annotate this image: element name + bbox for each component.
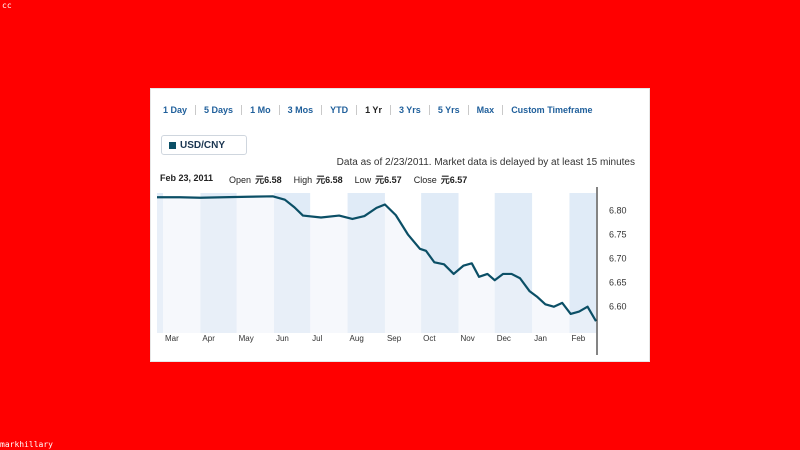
x-tick-label: Jan xyxy=(534,334,547,343)
range-separator xyxy=(278,105,280,115)
cc-label: cc xyxy=(2,1,12,10)
range-3-mos[interactable]: 3 Mos xyxy=(287,105,314,115)
x-tick-label: Apr xyxy=(202,334,215,343)
data-delay-note: Data as of 2/23/2011. Market data is del… xyxy=(336,157,635,168)
symbol-legend[interactable]: USD/CNY xyxy=(161,135,247,155)
range-1-day[interactable]: 1 Day xyxy=(163,105,188,115)
open-value: 元6.58 xyxy=(255,175,282,185)
x-tick-label: Jun xyxy=(276,334,289,343)
range-5-days[interactable]: 5 Days xyxy=(204,105,234,115)
quote-row: Feb 23, 2011 Open 元6.58 High 元6.58 Low 元6.5… xyxy=(160,173,479,186)
x-tick-label: Oct xyxy=(423,334,436,343)
range-5-yrs[interactable]: 5 Yrs xyxy=(437,105,460,115)
quote-open: Open 元6.58 xyxy=(229,173,282,186)
y-tick-label: 6.75 xyxy=(609,229,627,239)
x-tick-label: Dec xyxy=(497,334,511,343)
range-custom-timeframe[interactable]: Custom Timeframe xyxy=(511,105,593,115)
range-1-yr[interactable]: 1 Yr xyxy=(365,105,382,115)
low-value: 元6.57 xyxy=(375,175,402,185)
price-area xyxy=(157,196,596,333)
y-tick-label: 6.80 xyxy=(609,205,627,215)
range-separator xyxy=(195,105,197,115)
low-label: Low xyxy=(354,175,372,185)
range-separator xyxy=(321,105,323,115)
range-max[interactable]: Max xyxy=(476,105,495,115)
x-tick-label: Mar xyxy=(165,334,179,343)
x-tick-label: Sep xyxy=(387,334,402,343)
close-value: 元6.57 xyxy=(440,175,468,185)
x-tick-label: Jul xyxy=(312,334,322,343)
range-ytd[interactable]: YTD xyxy=(330,105,349,115)
y-tick-label: 6.60 xyxy=(609,302,627,312)
range-1-mo[interactable]: 1 Mo xyxy=(250,105,271,115)
quote-close: Close 元6.57 xyxy=(414,173,468,186)
close-label: Close xyxy=(413,175,437,185)
timeframe-toolbar: 1 Day 5 Days 1 Mo 3 Mos YTD 1 Yr 3 Yrs 5 Yrs Max… xyxy=(159,103,601,117)
range-separator xyxy=(467,105,469,115)
symbol-label: USD/CNY xyxy=(180,139,226,151)
range-separator xyxy=(428,105,430,115)
series-swatch xyxy=(169,141,176,149)
price-line xyxy=(157,195,597,322)
high-label: High xyxy=(293,175,313,185)
range-separator xyxy=(502,105,504,115)
open-label: Open xyxy=(229,175,252,185)
x-tick-label: May xyxy=(239,334,254,343)
range-3-yrs[interactable]: 3 Yrs xyxy=(398,105,421,115)
y-tick-label: 6.70 xyxy=(609,254,627,264)
quote-date: Feb 23, 2011 xyxy=(160,173,214,183)
chart-panel: 1 Day 5 Days 1 Mo 3 Mos YTD 1 Yr 3 Yrs 5 Yrs Max… xyxy=(150,88,650,362)
range-separator xyxy=(241,105,243,115)
price-chart: 6.80 6.75 6.70 6.65 6.60 Mar Apr May Jun Jul Aug Se… xyxy=(157,187,627,355)
range-separator xyxy=(356,105,358,115)
quote-low: Low 元6.57 xyxy=(355,173,402,186)
high-value: 元6.58 xyxy=(316,175,343,185)
range-separator xyxy=(389,105,391,115)
x-tick-label: Nov xyxy=(461,334,475,343)
credit-label: markhillary xyxy=(0,440,53,449)
x-tick-label: Feb xyxy=(571,334,585,343)
y-tick-label: 6.65 xyxy=(609,278,627,288)
quote-high: High 元6.58 xyxy=(294,173,343,186)
x-tick-label: Aug xyxy=(350,334,364,343)
